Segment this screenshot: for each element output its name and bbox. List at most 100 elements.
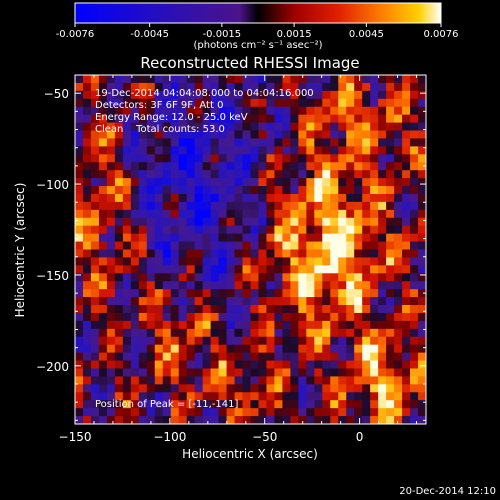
heatmap-cell bbox=[98, 368, 108, 377]
heatmap-cell bbox=[394, 328, 403, 338]
heatmap-cell bbox=[266, 344, 275, 354]
heatmap-cell bbox=[170, 281, 180, 290]
heatmap-cell bbox=[362, 336, 371, 346]
heatmap-cell bbox=[202, 122, 212, 131]
heatmap-cell bbox=[122, 90, 132, 100]
heatmap-cell bbox=[194, 328, 204, 338]
heatmap-cell bbox=[178, 344, 188, 354]
heatmap-cell bbox=[250, 146, 259, 155]
heatmap-cell bbox=[82, 98, 92, 108]
heatmap-cell bbox=[290, 209, 299, 219]
heatmap-cell bbox=[178, 90, 188, 100]
heatmap-cell bbox=[170, 82, 180, 92]
heatmap-cell bbox=[378, 138, 387, 147]
heatmap-cell bbox=[210, 416, 219, 424]
heatmap-cell bbox=[386, 201, 395, 211]
heatmap-cell bbox=[402, 162, 411, 171]
heatmap-cell bbox=[186, 289, 196, 298]
heatmap-cell bbox=[410, 336, 419, 346]
heatmap-cell bbox=[346, 320, 355, 330]
heatmap-cell bbox=[282, 146, 291, 155]
heatmap-cell bbox=[338, 360, 347, 369]
heatmap-cell bbox=[362, 209, 371, 219]
heatmap-cell bbox=[290, 297, 299, 306]
heatmap-cell bbox=[194, 305, 204, 314]
heatmap-cell bbox=[386, 98, 395, 108]
heatmap-cell bbox=[154, 416, 164, 424]
heatmap-cell bbox=[170, 114, 180, 123]
heatmap-cell bbox=[410, 273, 419, 282]
heatmap-cell bbox=[378, 75, 387, 84]
heatmap-cell bbox=[354, 162, 363, 171]
heatmap-cell bbox=[138, 376, 148, 385]
heatmap-cell bbox=[154, 225, 164, 235]
heatmap-cell bbox=[362, 257, 371, 266]
heatmap-cell bbox=[138, 368, 148, 377]
heatmap-cell bbox=[354, 400, 363, 409]
heatmap-cell bbox=[114, 138, 124, 147]
heatmap-cell bbox=[386, 384, 395, 393]
heatmap-cell bbox=[218, 273, 227, 282]
heatmap-cell bbox=[234, 114, 243, 123]
heatmap-cell bbox=[186, 217, 196, 227]
heatmap-cell bbox=[75, 162, 84, 171]
heatmap-cell bbox=[370, 336, 379, 346]
heatmap-cell bbox=[410, 289, 419, 298]
heatmap-cell bbox=[98, 241, 108, 250]
heatmap-cell bbox=[266, 297, 275, 306]
heatmap-cell bbox=[106, 186, 116, 195]
heatmap-cell bbox=[330, 241, 339, 250]
heatmap-cell bbox=[242, 193, 251, 203]
heatmap-cell bbox=[154, 217, 164, 227]
heatmap-cell bbox=[394, 122, 403, 131]
heatmap-cell bbox=[90, 297, 100, 306]
heatmap-cell bbox=[202, 368, 212, 377]
heatmap-cell bbox=[306, 201, 315, 211]
heatmap-cell bbox=[82, 138, 92, 147]
heatmap-cell bbox=[162, 336, 172, 346]
heatmap-cell bbox=[386, 170, 395, 179]
heatmap-cell bbox=[170, 241, 180, 250]
heatmap-cell bbox=[386, 344, 395, 354]
heatmap-cell bbox=[266, 312, 275, 322]
heatmap-cell bbox=[354, 193, 363, 203]
heatmap-cell bbox=[138, 273, 148, 282]
heatmap-cell bbox=[202, 170, 212, 179]
heatmap-cell bbox=[210, 138, 219, 147]
heatmap-cell bbox=[378, 281, 387, 290]
heatmap-cell bbox=[138, 265, 148, 274]
heatmap-cell bbox=[194, 154, 204, 163]
heatmap-cell bbox=[114, 217, 124, 227]
heatmap-cell bbox=[226, 138, 235, 147]
heatmap-cell bbox=[362, 249, 371, 258]
heatmap-cell bbox=[378, 416, 387, 424]
heatmap-cell bbox=[314, 336, 323, 346]
heatmap-cell bbox=[410, 241, 419, 250]
heatmap-cell bbox=[370, 217, 379, 227]
heatmap-cell bbox=[75, 186, 84, 195]
heatmap-cell bbox=[330, 305, 339, 314]
heatmap-cell bbox=[202, 273, 212, 282]
heatmap-cell bbox=[250, 122, 259, 131]
heatmap-cell bbox=[186, 400, 196, 409]
heatmap-cell bbox=[138, 392, 148, 401]
heatmap-cell bbox=[394, 114, 403, 123]
heatmap-cell bbox=[258, 106, 267, 116]
heatmap-cell bbox=[138, 249, 148, 258]
heatmap-cell bbox=[218, 336, 227, 346]
heatmap-cell bbox=[210, 336, 219, 346]
heatmap-cell bbox=[346, 106, 355, 116]
heatmap-cell bbox=[130, 408, 140, 417]
heatmap-cell bbox=[362, 75, 371, 84]
heatmap-cell bbox=[402, 392, 411, 401]
heatmap-cell bbox=[234, 138, 243, 147]
heatmap-cell bbox=[122, 114, 132, 123]
heatmap-cell bbox=[146, 130, 156, 139]
heatmap-cell bbox=[322, 400, 331, 409]
heatmap-cell bbox=[130, 257, 140, 266]
heatmap-cell bbox=[274, 75, 283, 84]
heatmap-cell bbox=[234, 201, 243, 211]
heatmap-cell bbox=[370, 312, 379, 322]
heatmap-cell bbox=[178, 273, 188, 282]
heatmap-cell bbox=[386, 146, 395, 155]
